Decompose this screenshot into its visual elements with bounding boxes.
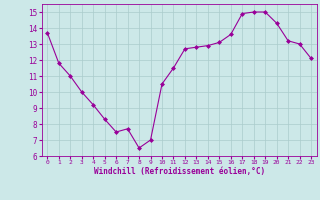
X-axis label: Windchill (Refroidissement éolien,°C): Windchill (Refroidissement éolien,°C) [94,167,265,176]
